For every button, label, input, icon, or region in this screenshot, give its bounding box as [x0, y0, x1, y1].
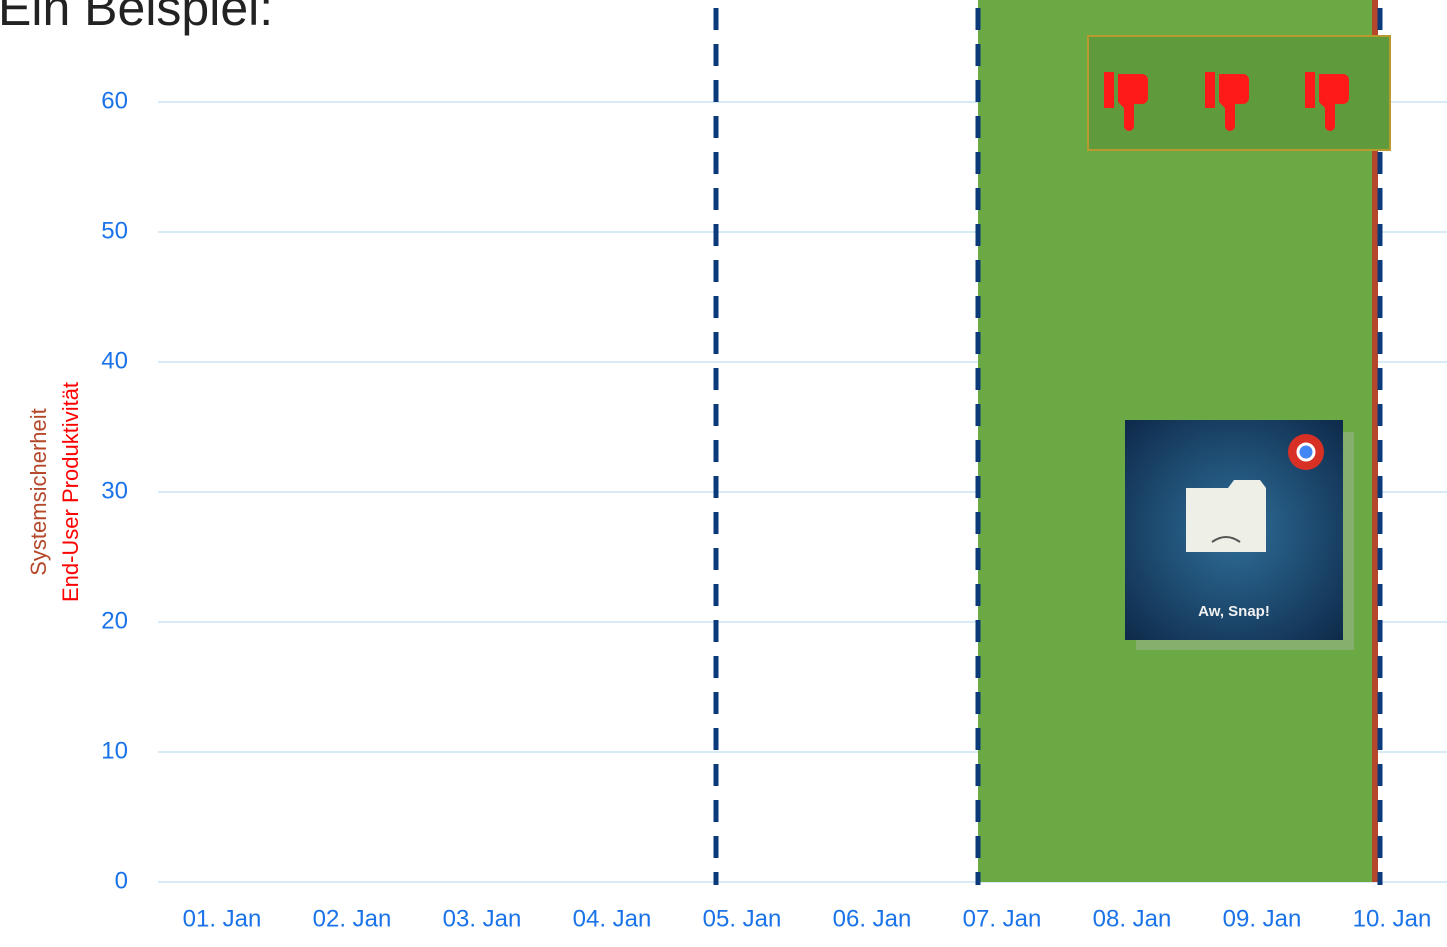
y-tick-label: 30	[101, 477, 128, 504]
y-tick-label: 60	[101, 87, 128, 114]
x-tick-label: 06. Jan	[833, 905, 912, 932]
x-tick-label: 02. Jan	[313, 905, 392, 932]
thumbs-box	[1087, 35, 1391, 151]
x-tick-label: 03. Jan	[443, 905, 522, 932]
grid	[158, 101, 1447, 883]
thumb-down	[1305, 72, 1349, 131]
x-tick-label: 09. Jan	[1223, 905, 1302, 932]
sad-folder	[1186, 480, 1266, 552]
x-tick-label: 04. Jan	[573, 905, 652, 932]
x-tick-label: 07. Jan	[963, 905, 1042, 932]
x-tick-label: 01. Jan	[183, 905, 262, 932]
axis-title: End-User Produktivität	[58, 382, 83, 602]
chart-title: Ein Beispiel:	[0, 0, 273, 36]
y-tick-label: 20	[101, 607, 128, 634]
error-image: Aw, Snap!	[1125, 420, 1354, 650]
thumb-down	[1205, 72, 1249, 131]
dashed-lines	[713, 8, 1383, 885]
y-tick-label: 50	[101, 217, 128, 244]
labels: 0 10 20 30 40 50 60 01. Jan 02. Jan 03. Jan 04. Ja…	[26, 87, 1432, 932]
y-tick-label: 10	[101, 737, 128, 764]
browser-logo-center	[1296, 442, 1316, 462]
x-tick-label: 10. Jan	[1353, 905, 1432, 932]
x-tick-label: 05. Jan	[703, 905, 782, 932]
x-tick-label: 08. Jan	[1093, 905, 1172, 932]
sad-mouth	[1211, 536, 1241, 543]
annotation: Aw, Snap!	[1198, 603, 1270, 620]
thumbs-icons	[1104, 72, 1349, 131]
thumb-down	[1104, 72, 1148, 131]
y-tick-label: 0	[115, 867, 128, 894]
y-tick-label: 40	[101, 347, 128, 374]
axis-title: Systemsicherheit	[26, 408, 51, 576]
